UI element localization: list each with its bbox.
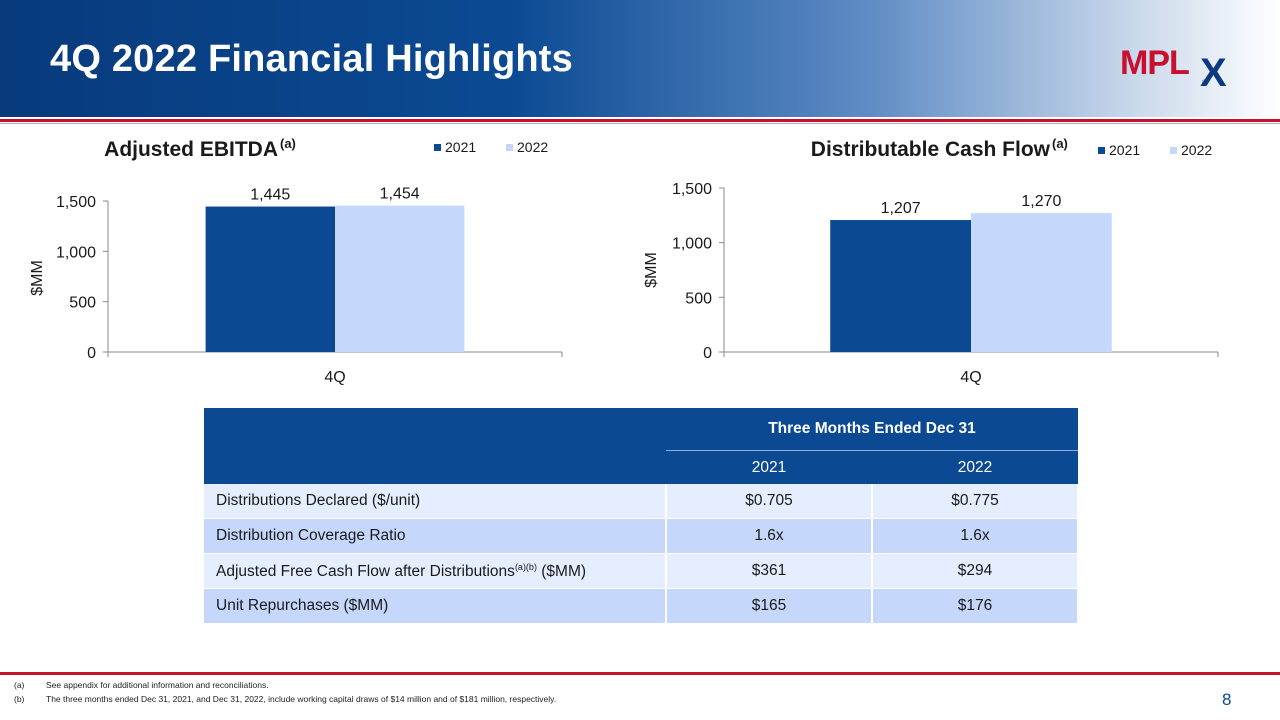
bar-2021-4Q: [205, 206, 335, 352]
row-value-2022: $294: [872, 553, 1080, 589]
y-tick-label: 0: [703, 345, 712, 362]
x-tick-label: 4Q: [960, 369, 981, 386]
y-tick-label: 500: [685, 290, 712, 307]
row-label: Distributions Declared ($/unit): [204, 484, 667, 519]
legend-swatch-2022: [506, 144, 513, 151]
bars: 1,445 1,454: [205, 186, 465, 352]
row-label: Distribution Coverage Ratio: [204, 518, 667, 554]
legend-swatch-2021: [434, 144, 441, 151]
footnote-key: (a): [14, 680, 25, 690]
row-label: Unit Repurchases ($MM): [204, 588, 667, 624]
footnotes: (a) See appendix for additional informati…: [14, 678, 556, 706]
table-row: Adjusted Free Cash Flow after Distributi…: [204, 553, 1080, 589]
page-number: 8: [1222, 690, 1232, 709]
row-value-2021: $0.705: [666, 484, 873, 519]
footnote-key: (b): [14, 694, 25, 704]
logo-x-text: X: [1200, 51, 1227, 92]
header-banner: 4Q 2022 Financial Highlights MPL X ®: [0, 0, 1280, 117]
legend-label-2022: 2022: [517, 139, 548, 155]
top-grey-rule: [0, 123, 1280, 124]
y-tick-label: 0: [87, 345, 96, 362]
row-label-suffix: ($MM): [536, 562, 587, 580]
table-row: Unit Repurchases ($MM) $165 $176: [204, 588, 1080, 624]
y-tick-label: 1,500: [56, 194, 96, 211]
chart-title-sup: (a): [280, 136, 296, 151]
row-label: Adjusted Free Cash Flow after Distributi…: [216, 562, 515, 580]
table-row: Distributions Declared ($/unit) $0.705 $…: [204, 484, 1080, 519]
y-axis-label: $MM: [643, 252, 660, 288]
bars: 1,207 1,270: [830, 193, 1112, 352]
top-red-rule: [0, 119, 1280, 122]
row-value-2021: $165: [666, 588, 873, 624]
data-label-2022: 1,454: [380, 186, 420, 203]
year-header-2022: 2022: [872, 450, 1079, 484]
distributable-cash-flow-chart: Distributable Cash Flow (a) 2021 2022 0 50…: [643, 136, 1219, 386]
table-header-row: Three Months Ended Dec 31: [204, 408, 1079, 451]
legend-label-2021: 2021: [445, 139, 476, 155]
y-tick-label: 1,500: [672, 181, 712, 198]
row-label-cell: Adjusted Free Cash Flow after Distributi…: [204, 553, 667, 589]
data-label-2021: 1,445: [250, 187, 290, 204]
legend: 2021 2022: [1098, 142, 1212, 158]
y-tick-label: 1,000: [56, 244, 96, 261]
table-period-header: Three Months Ended Dec 31: [666, 408, 1079, 451]
row-value-2021: 1.6x: [666, 518, 873, 554]
row-label-superscript: (a)(b): [514, 561, 537, 572]
mplx-logo: MPL X ®: [1120, 44, 1227, 92]
y-axis-label: $MM: [29, 260, 46, 296]
footnote-b: (b) The three months ended Dec 31, 2021, …: [14, 692, 556, 706]
footnote-text: See appendix for additional information …: [46, 680, 269, 690]
row-value-2021: $361: [666, 553, 873, 589]
logo-registered-mark: ®: [1202, 79, 1208, 87]
legend: 2021 2022: [434, 139, 548, 155]
adjusted-ebitda-chart: Adjusted EBITDA (a) 2021 2022 0 500 1,000 1,…: [29, 136, 563, 386]
footnote-text: The three months ended Dec 31, 2021, and…: [46, 694, 557, 704]
highlights-table: Three Months Ended Dec 31 2021 2022 Dist…: [204, 408, 1080, 624]
data-label-2022: 1,270: [1021, 193, 1061, 210]
chart-title-sup: (a): [1052, 136, 1068, 151]
table-year-row: 2021 2022: [204, 450, 1079, 484]
row-value-2022: 1.6x: [872, 518, 1080, 554]
row-value-2022: $176: [872, 588, 1080, 624]
year-blank-cell: [204, 450, 666, 484]
axes: 0 500 1,000 1,500 $MM 4Q: [643, 181, 1219, 386]
bar-2022-4Q: [971, 213, 1112, 352]
footnote-a: (a) See appendix for additional informati…: [14, 678, 556, 692]
y-tick-label: 1,000: [672, 236, 712, 253]
y-tick-label: 500: [69, 295, 96, 312]
row-value-2022: $0.775: [872, 484, 1080, 519]
bottom-red-rule: [0, 672, 1280, 675]
chart-title: Distributable Cash Flow: [811, 138, 1051, 161]
header-blank-cell: [204, 408, 666, 451]
legend-swatch-2021: [1098, 147, 1105, 154]
legend-label-2022: 2022: [1181, 142, 1212, 158]
chart-title: Adjusted EBITDA: [104, 138, 278, 161]
slide-title: 4Q 2022 Financial Highlights: [50, 38, 573, 80]
legend-swatch-2022: [1170, 147, 1177, 154]
logo-mpl-text: MPL: [1120, 44, 1189, 82]
bar-2021-4Q: [830, 220, 971, 352]
x-tick-label: 4Q: [324, 369, 345, 386]
bar-2022-4Q: [335, 205, 465, 352]
table-row: Distribution Coverage Ratio 1.6x 1.6x: [204, 518, 1080, 554]
legend-label-2021: 2021: [1109, 142, 1140, 158]
year-header-2021: 2021: [666, 450, 872, 484]
data-label-2021: 1,207: [881, 200, 921, 217]
